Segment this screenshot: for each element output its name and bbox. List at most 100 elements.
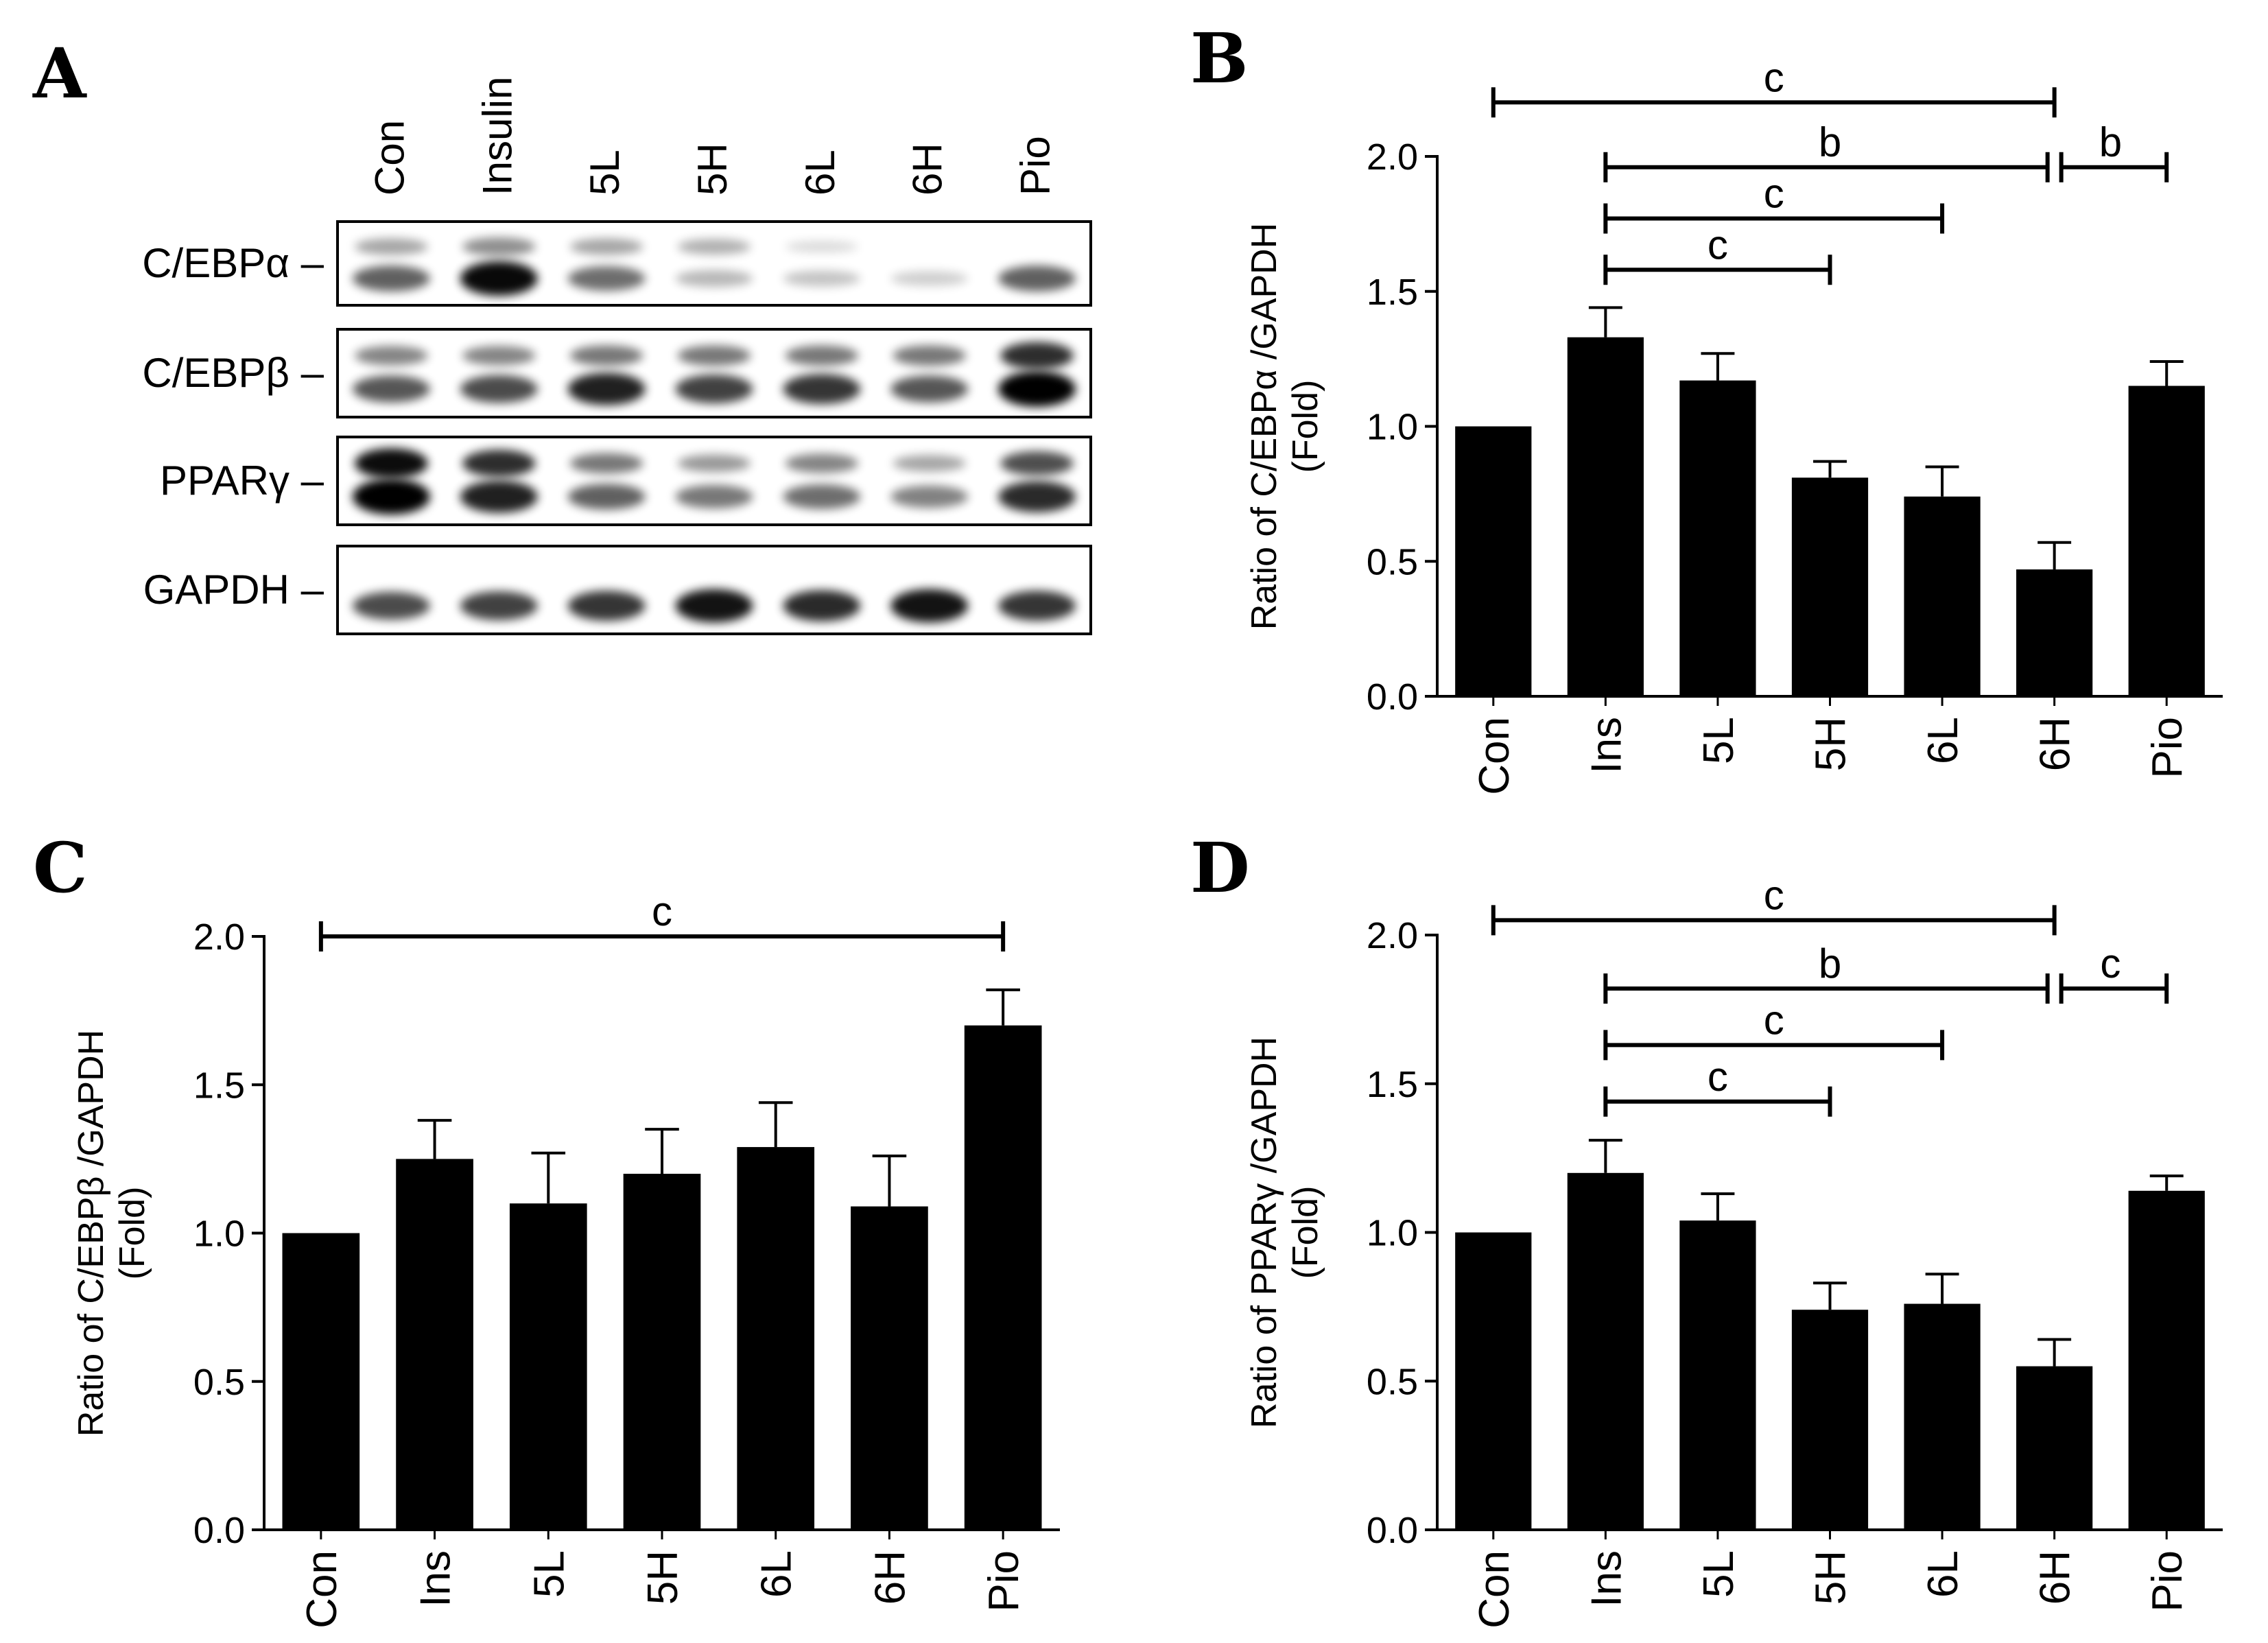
blot-band	[567, 373, 646, 405]
blot-band	[567, 484, 646, 510]
x-tick-label: 6H	[866, 1550, 914, 1605]
bar	[1904, 1303, 1981, 1530]
lane-label: Con	[366, 120, 412, 196]
bar	[1791, 1310, 1869, 1530]
blot-label: C/EBPα –	[142, 240, 324, 286]
lane-label: 5H	[689, 143, 735, 196]
blot-band	[890, 589, 969, 623]
significance-label: b	[1819, 941, 1841, 986]
blot-row: PPARγ –	[160, 436, 1092, 526]
x-tick-label: 6L	[1919, 717, 1967, 764]
bar	[1904, 496, 1981, 696]
y-tick-label: 1.5	[1367, 1064, 1418, 1105]
bar	[1679, 1220, 1756, 1530]
blot-band-upper	[785, 453, 859, 473]
blot-band	[567, 591, 646, 622]
bar	[396, 1159, 473, 1530]
blot-band-upper	[677, 239, 751, 255]
blot-row: C/EBPβ –	[142, 328, 1092, 418]
lane-label: Pio	[1013, 136, 1059, 196]
western-blot-panel: A Con Insulin 5L 5H 6L 6H Pio C/EBPα – C/EBPβ – PP…	[32, 33, 1092, 635]
blot-band	[783, 484, 861, 510]
x-tick-label: 5H	[1808, 1550, 1855, 1605]
x-tick-label: 5L	[525, 1550, 573, 1598]
y-tick-label: 0.5	[1367, 1361, 1418, 1402]
significance-bracket: c	[1603, 222, 1832, 285]
blot-band-upper	[1000, 451, 1074, 476]
x-tick-label: Pio	[980, 1550, 1028, 1612]
significance-bracket: c	[1603, 997, 1945, 1061]
bar	[2016, 1366, 2093, 1530]
significance-bracket: c	[1603, 1054, 1832, 1117]
blot-band	[675, 374, 753, 404]
bar	[737, 1147, 815, 1530]
significance-label: c	[1764, 872, 1784, 918]
blot-band	[890, 271, 969, 286]
x-tick-label: Con	[1471, 717, 1518, 795]
x-tick-label: 5H	[639, 1550, 687, 1605]
y-tick-label: 2.0	[1367, 915, 1418, 956]
bar	[282, 1233, 360, 1530]
x-tick-label: Pio	[2144, 717, 2191, 779]
lane-label: Insulin	[474, 77, 520, 196]
blot-band-upper	[893, 345, 967, 366]
blot-band-upper	[569, 345, 643, 366]
blot-band	[460, 591, 538, 621]
blot-band	[675, 589, 753, 623]
significance-label: c	[652, 888, 672, 934]
blot-band	[675, 270, 753, 287]
blot-band-upper	[785, 240, 859, 253]
x-tick-label: Con	[1471, 1550, 1518, 1629]
significance-label: c	[2100, 941, 2121, 986]
blot-band-upper	[355, 448, 428, 479]
significance-bracket: c	[2059, 941, 2169, 1004]
bar	[2128, 1190, 2205, 1530]
blot-band-upper	[355, 238, 428, 255]
y-axis-label-unit: (Fold)	[1286, 380, 1325, 473]
panel-letter: B	[1190, 18, 1249, 99]
x-tick-label: Pio	[2144, 1550, 2191, 1612]
y-axis-label-unit: (Fold)	[1286, 1186, 1325, 1279]
blot-band	[352, 375, 430, 403]
x-tick-label: 6L	[1919, 1550, 1967, 1598]
blot-label: PPARγ –	[160, 458, 324, 504]
bar	[1567, 337, 1644, 696]
lane-label: 5L	[582, 150, 628, 196]
y-tick-label: 2.0	[193, 917, 245, 958]
x-tick-label: Ins	[1583, 1550, 1630, 1607]
blot-band-upper	[462, 346, 536, 366]
bar	[509, 1203, 587, 1530]
blot-band	[890, 375, 969, 403]
panel-letter-a: A	[32, 33, 87, 114]
x-tick-label: 5L	[1695, 1550, 1743, 1598]
bar	[1567, 1172, 1644, 1530]
bar	[2128, 386, 2205, 696]
significance-label: c	[1764, 997, 1784, 1043]
bar-chart-d: D 0.0 0.5 1.0 1.5 2.0 Ratio of PPARγ /GAPDH (Fo…	[1190, 827, 2223, 1629]
y-tick-label: 1.0	[193, 1214, 245, 1255]
blot-band	[890, 485, 969, 508]
significance-bracket: b	[2059, 119, 2169, 182]
significance-label: c	[1708, 222, 1728, 268]
blot-band	[998, 371, 1076, 407]
x-tick-label: 6H	[2032, 717, 2079, 771]
blot-band-upper	[677, 454, 751, 473]
y-tick-label: 1.5	[1367, 272, 1418, 313]
blot-band	[783, 374, 861, 405]
significance-label: b	[2099, 119, 2122, 165]
y-tick-label: 0.0	[1367, 676, 1418, 718]
bar	[623, 1174, 701, 1530]
significance-bracket: c	[1603, 171, 1945, 234]
blot-band	[352, 591, 430, 620]
x-tick-label: 5H	[1808, 717, 1855, 771]
lane-label: 6H	[905, 143, 951, 196]
significance-bracket: b	[1603, 119, 2050, 182]
significance-label: c	[1764, 54, 1784, 100]
bar	[2016, 569, 2093, 696]
y-tick-label: 0.5	[193, 1362, 245, 1403]
panel-letter: C	[33, 827, 88, 908]
significance-bracket: c	[1491, 872, 2057, 936]
blot-band-upper	[785, 345, 859, 366]
bar	[1455, 1232, 1532, 1530]
